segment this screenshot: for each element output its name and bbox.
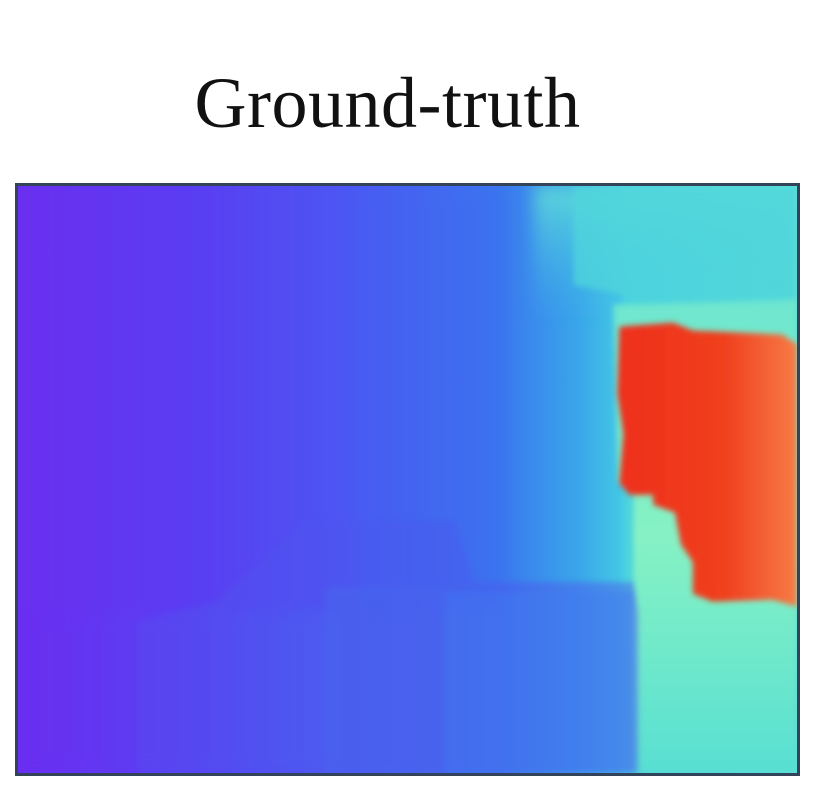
depth-map-image xyxy=(15,183,800,776)
furniture-front xyxy=(325,586,445,773)
depth-map-canvas xyxy=(18,186,797,773)
near-object-red xyxy=(617,322,797,607)
furniture-right xyxy=(444,591,634,773)
mid-wall-band xyxy=(355,186,505,602)
floor-area xyxy=(18,611,336,773)
figure-title: Ground-truth xyxy=(194,63,581,143)
